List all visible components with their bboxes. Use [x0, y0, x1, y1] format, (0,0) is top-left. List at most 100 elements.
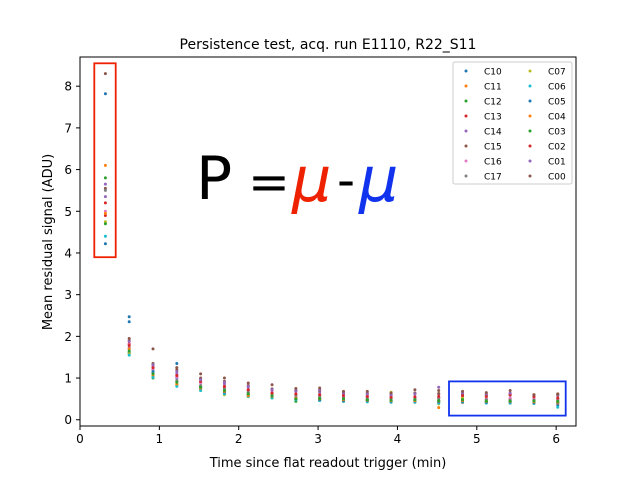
formula-minus: - [337, 151, 355, 209]
legend-marker-C10 [464, 69, 468, 73]
point-C01-3 [175, 370, 179, 374]
legend: C10 C11 C12 C13 C14 C15 C16 C17 C07 C06 C05 C04 C03 C… [452, 61, 573, 185]
point-C00-7 [270, 383, 274, 387]
legend-label-C14: C14 [484, 128, 502, 138]
point-C10-1 [127, 315, 131, 319]
legend-marker-C11 [464, 84, 468, 88]
persistence-formula: P = μ - μ [196, 143, 398, 216]
point-C02-5 [222, 384, 226, 388]
point-C02-1 [127, 344, 131, 348]
legend-marker-C00 [528, 174, 532, 178]
point-C00-16 [484, 391, 488, 395]
y-tick-label-4: 4 [64, 246, 72, 260]
point-C02-13 [413, 395, 417, 399]
point-C16-17 [508, 396, 512, 400]
point-C00-0 [103, 72, 107, 76]
point-C00-1 [127, 336, 131, 340]
point-C05-3 [175, 361, 179, 365]
point-C02-10 [341, 394, 345, 398]
point-C02-7 [270, 391, 274, 395]
point-C01-7 [270, 388, 274, 392]
x-tick-label-6: 6 [552, 432, 560, 446]
highlight-box-0 [93, 62, 117, 259]
point-C03-15 [461, 398, 465, 402]
point-C00-8 [294, 386, 298, 390]
point-C00-2 [151, 347, 155, 351]
legend-marker-C04 [528, 114, 532, 118]
point-C00-18 [532, 393, 536, 397]
legend-label-C00: C00 [548, 173, 566, 183]
point-C11-0 [103, 163, 107, 167]
point-C10-0 [103, 92, 107, 96]
legend-marker-C17 [464, 174, 468, 178]
legend-marker-C01 [528, 159, 532, 163]
legend-marker-C13 [464, 114, 468, 118]
point-C03-5 [222, 389, 226, 393]
point-C02-11 [365, 394, 369, 398]
x-axis-label: Time since flat readout trigger (min) [209, 456, 447, 471]
point-C03-8 [294, 397, 298, 401]
legend-label-C05: C05 [548, 98, 566, 108]
point-C03-3 [175, 380, 179, 384]
legend-label-C13: C13 [484, 113, 502, 123]
point-C06-2 [151, 375, 155, 379]
point-C15-14 [437, 391, 441, 395]
legend-frame [452, 61, 573, 185]
legend-label-C02: C02 [548, 143, 566, 153]
point-C03-0 [103, 222, 107, 226]
y-tick-label-7: 7 [64, 121, 72, 135]
point-C06-4 [199, 389, 203, 393]
point-C02-8 [294, 392, 298, 396]
point-C01-2 [151, 363, 155, 367]
point-C13-0 [103, 213, 107, 217]
point-C06-19 [556, 405, 560, 409]
point-C02-18 [532, 395, 536, 399]
point-C02-19 [556, 396, 560, 400]
point-C01-14 [437, 385, 441, 389]
legend-label-C04: C04 [548, 113, 566, 123]
legend-marker-C12 [464, 99, 468, 103]
point-C03-17 [508, 399, 512, 403]
point-C02-14 [437, 394, 441, 398]
point-C01-8 [294, 389, 298, 393]
legend-label-C12: C12 [484, 98, 502, 108]
point-C02-9 [318, 393, 322, 397]
point-C03-9 [318, 396, 322, 400]
point-C00-11 [365, 389, 369, 393]
point-C03-7 [270, 394, 274, 398]
point-C01-5 [222, 380, 226, 384]
point-C02-15 [461, 394, 465, 398]
y-tick-label-8: 8 [64, 80, 72, 94]
legend-marker-C16 [464, 159, 468, 163]
x-tick-label-5: 5 [473, 432, 481, 446]
point-C03-13 [413, 398, 417, 402]
x-tick-label-2: 2 [235, 432, 243, 446]
formula-mu-blue: μ [358, 143, 398, 216]
point-C01-6 [246, 384, 250, 388]
legend-label-C17: C17 [484, 173, 502, 183]
y-tick-label-1: 1 [64, 372, 72, 386]
x-tick-label-1: 1 [156, 432, 164, 446]
highlight-box-1 [448, 380, 567, 417]
legend-marker-C02 [528, 144, 532, 148]
point-C07-0 [103, 220, 107, 224]
point-C01-0 [103, 195, 107, 199]
point-C05-1 [127, 320, 131, 324]
point-C14-0 [103, 182, 107, 186]
point-C03-14 [437, 399, 441, 403]
formula-mu-red: μ [291, 143, 331, 216]
legend-label-C07: C07 [548, 68, 566, 78]
x-tick-label-0: 0 [76, 432, 84, 446]
legend-label-C03: C03 [548, 128, 566, 138]
point-C00-3 [175, 366, 179, 370]
point-C02-12 [389, 395, 393, 399]
point-C00-9 [318, 386, 322, 390]
point-C01-17 [508, 391, 512, 395]
point-C04-0 [103, 211, 107, 215]
point-C02-0 [103, 201, 107, 205]
legend-label-C16: C16 [484, 158, 502, 168]
point-C00-17 [508, 389, 512, 393]
point-C02-6 [246, 388, 250, 392]
point-C15-3 [175, 368, 179, 372]
